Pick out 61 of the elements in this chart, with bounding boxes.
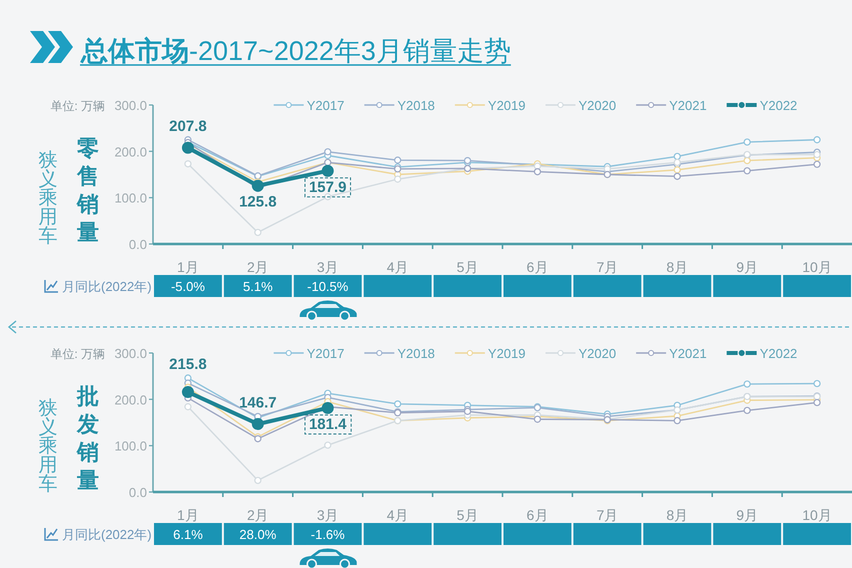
x-tick-label: 9月 [736,507,758,523]
text: -1.6% [310,527,346,542]
legend-label: Y2020 [578,98,616,113]
y-tick-label: 0.0 [128,237,147,252]
x-tick-label: 1月 [177,507,199,523]
legend-label: Y2021 [669,98,707,113]
x-tick-label: 7月 [596,259,618,275]
y-tick-label: 200.0 [114,144,147,160]
text: 单位: 万辆 [50,347,105,361]
text: 零售销量 [76,135,99,244]
x-tick-label: 1月 [177,259,199,275]
x-tick-label: 8月 [666,507,688,523]
text: -10.5% [307,279,349,294]
data-label: 215.8 [169,356,207,374]
legend-label: Y2018 [397,98,435,113]
legend-label: Y2017 [306,98,344,113]
x-tick-label: 2月 [246,507,269,523]
x-tick-label: 10月 [802,507,832,523]
data-label: 125.8 [239,194,277,211]
x-tick-label: 7月 [596,507,618,523]
y-tick-label: 0.0 [128,485,147,500]
chart-title: 总体市场-2017~2022年3月销量走势 [80,36,511,66]
y-tick-label: 100.0 [114,438,147,454]
data-label: 146.7 [239,394,277,412]
x-tick-label: 3月 [316,507,339,523]
x-tick-label: 2月 [246,259,269,275]
y-tick-label: 100.0 [114,190,147,206]
legend-label: Y2019 [488,346,526,361]
x-tick-label: 8月 [666,259,688,275]
data-label: 181.4 [308,416,348,433]
text: 月同比(2022年) [62,527,152,542]
legend-label: Y2018 [397,346,435,361]
data-label: 207.8 [169,118,207,135]
legend-label: Y2022 [760,98,798,113]
x-tick-label: 10月 [802,259,832,275]
y-tick-label: 300.0 [114,346,147,361]
y-tick-label: 300.0 [114,98,147,113]
x-tick-label: 5月 [456,259,478,275]
text: 批发销量 [76,383,99,492]
x-tick-label: 9月 [736,259,758,275]
legend-label: Y2017 [306,346,344,361]
x-tick-label: 5月 [456,507,478,523]
x-tick-label: 4月 [386,507,409,523]
text: 28.0% [239,527,277,542]
text: 月同比(2022年) [62,279,152,294]
x-tick-label: 3月 [316,259,339,275]
legend-label: Y2022 [760,346,798,361]
text: 6.1% [173,527,204,542]
legend-label: Y2021 [669,346,707,361]
x-tick-label: 6月 [526,259,548,275]
text: 5.1% [243,279,274,294]
data-label: 157.9 [308,178,347,196]
text: 单位: 万辆 [50,99,105,113]
y-tick-label: 200.0 [114,392,147,408]
x-tick-label: 6月 [526,507,548,523]
y-axis-title: 狭义乘用车 [38,398,58,496]
y-axis-title: 狭义乘用车 [38,150,58,248]
legend-label: Y2020 [578,346,616,361]
legend-label: Y2019 [488,98,526,113]
x-tick-label: 4月 [386,259,409,275]
text: -5.0% [170,279,206,294]
